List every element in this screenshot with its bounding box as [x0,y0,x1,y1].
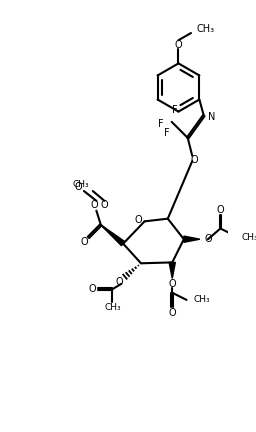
Text: O: O [204,234,212,244]
Text: CH₃: CH₃ [73,180,89,189]
Text: O: O [168,279,176,289]
Polygon shape [169,262,175,279]
Text: O: O [168,308,176,318]
Polygon shape [101,225,125,246]
Text: N: N [208,112,216,122]
Text: F: F [164,128,170,138]
Text: O: O [217,205,224,215]
Text: O: O [101,200,108,210]
Text: O: O [88,284,96,294]
Text: F: F [158,119,164,129]
Text: O: O [75,181,82,191]
Text: F: F [172,105,177,115]
Text: O: O [190,155,198,165]
Text: CH₃: CH₃ [242,233,256,242]
Text: O: O [175,40,182,50]
Text: O: O [116,277,123,287]
Polygon shape [184,236,200,242]
Text: O: O [91,200,98,210]
Text: CH₃: CH₃ [104,303,121,312]
Text: CH₃: CH₃ [194,295,210,305]
Text: O: O [81,237,89,247]
Text: CH₃: CH₃ [196,25,215,35]
Text: O: O [134,215,142,225]
